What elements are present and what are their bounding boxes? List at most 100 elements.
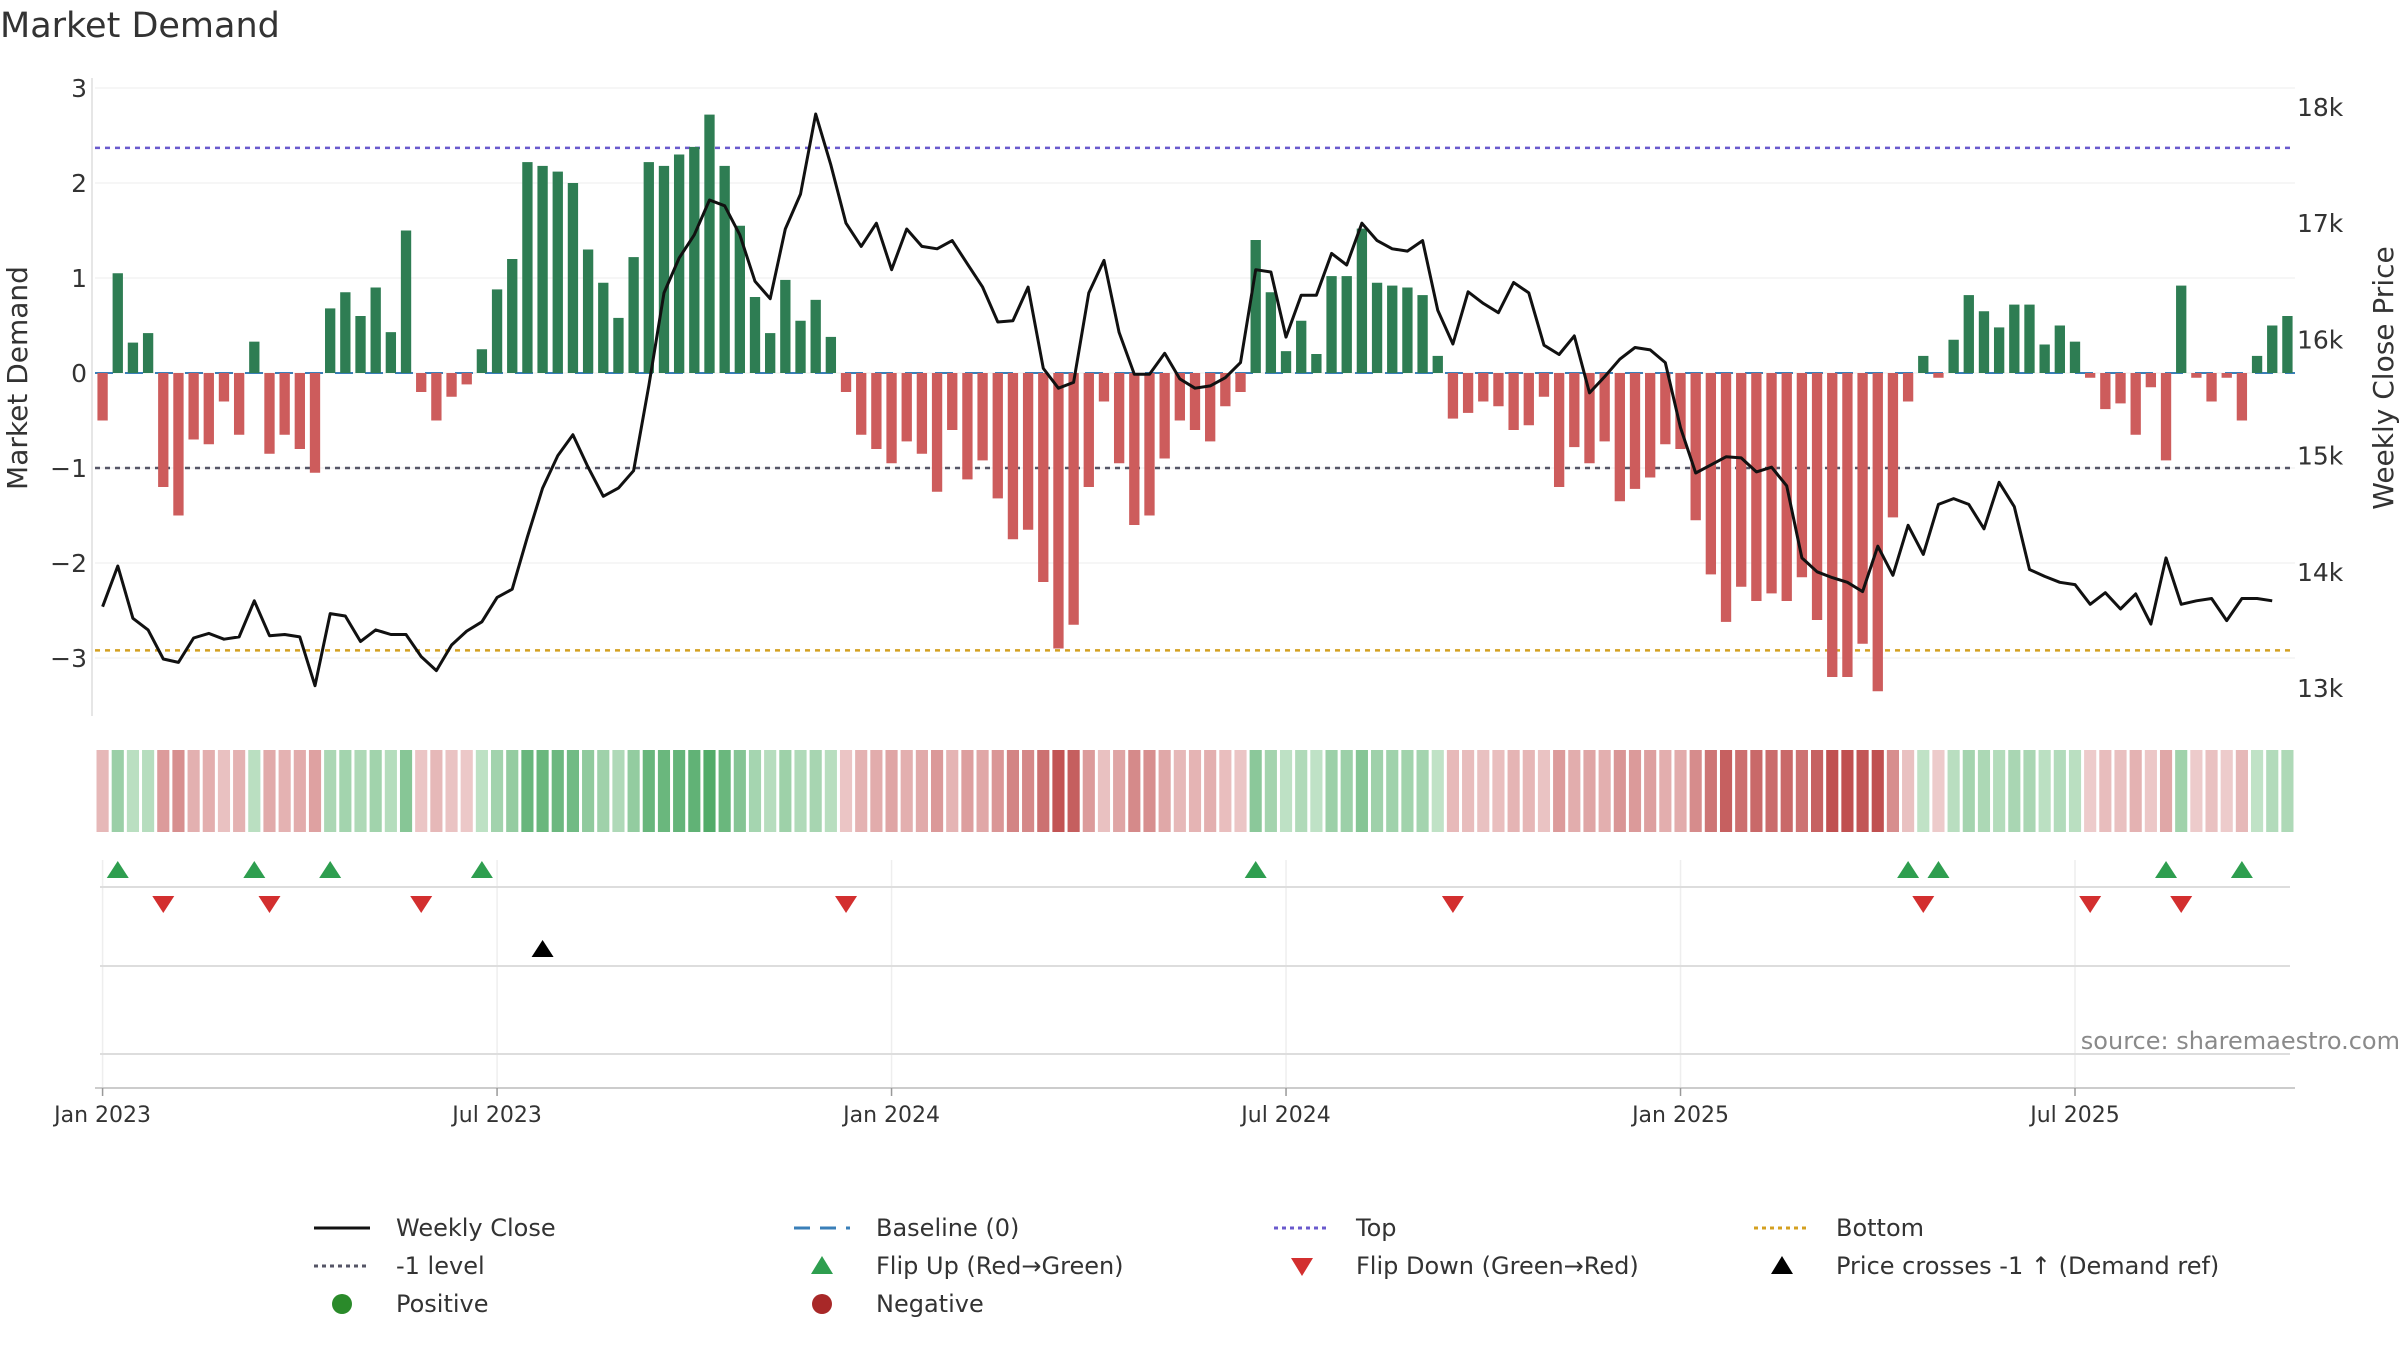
y-axis-label: Market Demand xyxy=(1,266,34,490)
demand-bar xyxy=(1872,373,1883,692)
triangle-up-icon xyxy=(1771,1256,1793,1274)
heat-cell xyxy=(278,750,291,832)
heat-cell xyxy=(506,750,519,832)
demand-bar xyxy=(719,165,730,373)
demand-bar xyxy=(1113,373,1125,464)
demand-bar xyxy=(856,373,867,435)
heat-cell xyxy=(1173,750,1186,832)
flip-up-marker xyxy=(1927,861,1950,878)
demand-bar xyxy=(1978,311,1990,373)
demand-bar xyxy=(1068,373,1079,625)
flip-up-marker xyxy=(243,861,266,878)
heat-cell xyxy=(1492,750,1505,832)
demand-bar xyxy=(2115,373,2126,404)
demand-bar xyxy=(810,299,821,373)
legend-label: -1 level xyxy=(396,1252,485,1280)
legend-negative: Negative xyxy=(792,1286,984,1322)
demand-bar xyxy=(1720,373,1732,622)
heat-cell xyxy=(126,750,139,832)
flip-down-marker xyxy=(258,896,281,913)
y2-tick-label: 13k xyxy=(2297,674,2344,703)
legend-label: Top xyxy=(1356,1214,1397,1242)
y-tick-label: −1 xyxy=(50,454,87,483)
heat-cell xyxy=(217,750,231,832)
heat-cell xyxy=(673,750,686,832)
flip-up-marker xyxy=(470,861,493,878)
source-note: source: sharemaestro.com xyxy=(2081,1027,2400,1055)
demand-bar xyxy=(1220,373,1231,407)
demand-bar xyxy=(1660,373,1671,445)
demand-bar xyxy=(127,342,139,373)
legend-weekly-close: Weekly Close xyxy=(312,1210,556,1246)
heat-cell xyxy=(961,750,974,832)
heat-cell xyxy=(1947,750,1960,832)
heat-cell xyxy=(1704,750,1717,832)
demand-bar xyxy=(1538,373,1550,397)
x-tick-label: Jan 2025 xyxy=(1630,1103,1729,1128)
demand-bar xyxy=(1569,373,1580,448)
legend-line-icon xyxy=(314,1226,370,1230)
y-tick-label: −3 xyxy=(50,644,87,673)
heat-cell xyxy=(96,750,109,832)
demand-bar xyxy=(188,373,199,440)
demand-bar xyxy=(1675,373,1686,449)
heat-cell xyxy=(657,750,671,832)
heat-cell xyxy=(612,750,625,832)
heat-cell xyxy=(1826,750,1839,832)
heat-cell xyxy=(1750,750,1763,832)
demand-bar xyxy=(962,373,973,480)
demand-bar xyxy=(567,183,579,373)
heat-cell xyxy=(703,750,716,832)
heat-cell xyxy=(2205,750,2218,832)
demand-bar xyxy=(1645,373,1656,478)
demand-bar xyxy=(689,146,700,373)
legend-baseline: Baseline (0) xyxy=(792,1210,1019,1246)
heat-cell xyxy=(248,750,261,832)
demand-bar xyxy=(1083,373,1094,487)
demand-bar xyxy=(1159,373,1170,459)
heat-cell xyxy=(2220,750,2233,832)
demand-bar xyxy=(203,373,214,445)
demand-bar xyxy=(643,162,654,373)
heat-cell xyxy=(870,750,883,832)
legend-dotted-icon xyxy=(1274,1226,1330,1230)
flip-up-marker xyxy=(1897,861,1920,878)
heat-cell xyxy=(779,750,792,832)
legend-price-cross: Price crosses -1 ↑ (Demand ref) xyxy=(1752,1248,2219,1284)
heat-cell xyxy=(2008,750,2021,832)
demand-bar xyxy=(1827,373,1838,677)
heat-cell xyxy=(1249,750,1262,832)
heat-cell xyxy=(2159,750,2173,832)
heat-cell xyxy=(946,750,959,832)
demand-bar xyxy=(1614,373,1625,502)
legend-label: Weekly Close xyxy=(396,1214,556,1242)
demand-bar xyxy=(992,373,1003,499)
heat-cell xyxy=(1613,750,1626,832)
heat-cell xyxy=(111,750,124,832)
heat-cell xyxy=(991,750,1004,832)
demand-bar xyxy=(1796,373,1808,578)
demand-bar xyxy=(1478,373,1489,402)
demand-bar xyxy=(1599,373,1610,442)
heat-cell xyxy=(1325,750,1338,832)
demand-bar xyxy=(1129,373,1140,525)
heat-cell xyxy=(1765,750,1778,832)
legend-label: Negative xyxy=(876,1290,984,1318)
heat-cell xyxy=(369,750,382,832)
heat-cell xyxy=(1052,750,1065,832)
demand-bar xyxy=(370,287,381,373)
demand-bar xyxy=(218,373,230,402)
legend-positive: Positive xyxy=(312,1286,489,1322)
demand-bar xyxy=(2054,325,2065,373)
demand-bar xyxy=(2282,316,2293,373)
heat-cell xyxy=(1234,750,1247,832)
flip-up-marker xyxy=(106,861,129,878)
heat-cell xyxy=(2190,750,2203,832)
demand-bar xyxy=(1341,276,1352,373)
demand-bar xyxy=(1022,373,1034,530)
heat-cell xyxy=(824,750,837,832)
demand-bar xyxy=(416,373,427,392)
heat-cell xyxy=(627,750,640,832)
demand-bar xyxy=(552,171,563,373)
demand-bar xyxy=(749,297,761,373)
